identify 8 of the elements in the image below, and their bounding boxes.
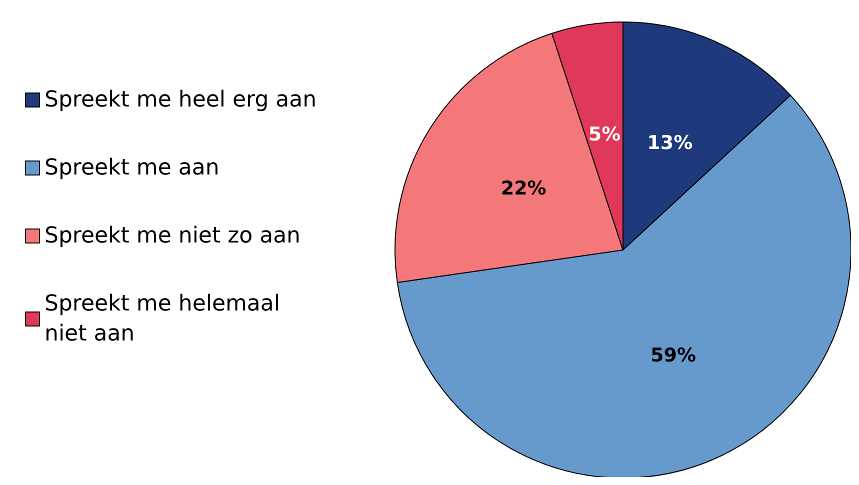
data-label: 5% [588,123,621,146]
data-label: 59% [650,344,696,367]
legend-label: Spreekt me aan [44,156,220,180]
legend-label: Spreekt me niet zo aan [44,224,300,248]
data-label: 13% [647,132,693,154]
data-label: 22% [500,177,546,200]
legend-label: Spreekt me heel erg aan [44,88,317,112]
legend-label: Spreekt me helemaal niet aan [44,292,288,346]
